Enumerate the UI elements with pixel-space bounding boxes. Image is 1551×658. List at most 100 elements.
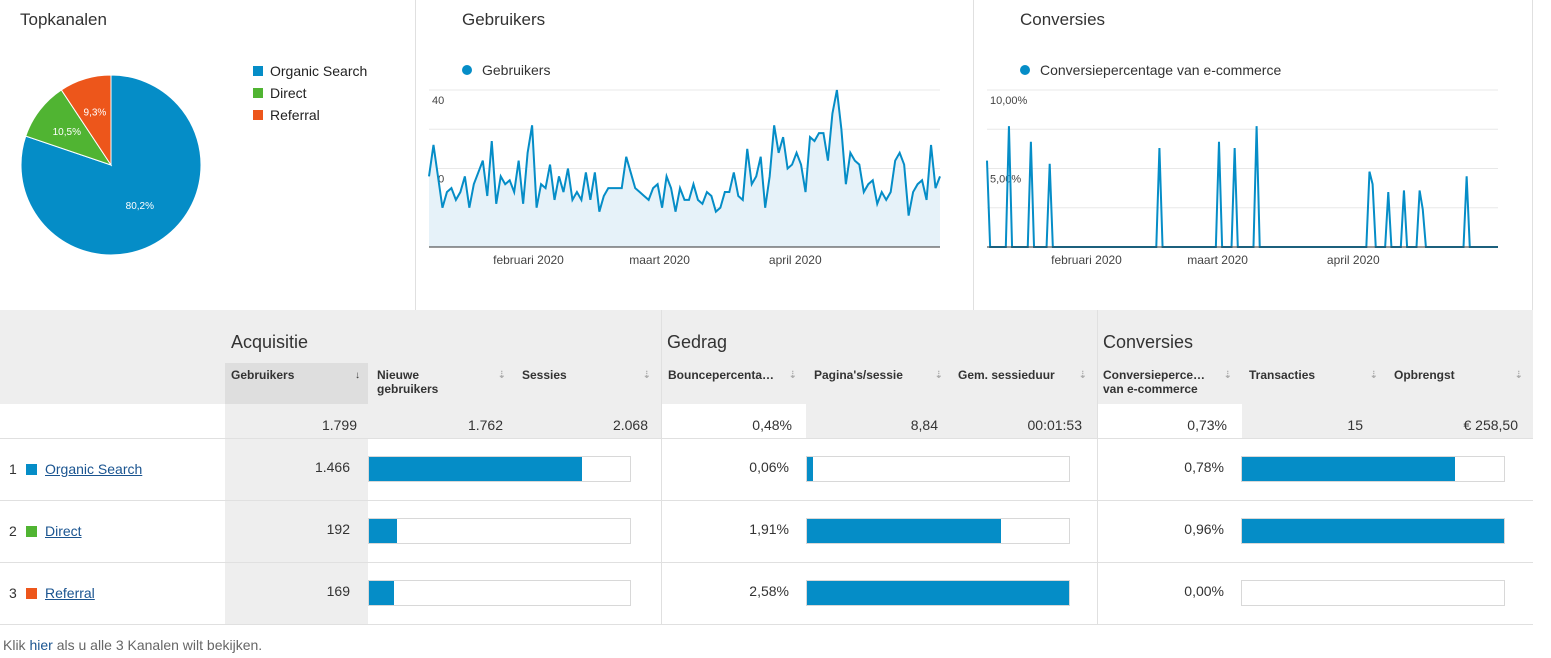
pie-slice-label: 80,2% (126, 201, 154, 212)
total-users: 1.799 (321, 417, 357, 433)
conversions-panel: Conversies Conversiepercentage van e-com… (975, 0, 1533, 310)
bounce-bar (806, 580, 1070, 606)
users-bar-fill (369, 457, 582, 481)
channel-color-icon (26, 588, 37, 599)
row-divider (0, 438, 1533, 439)
legend-label: Referral (270, 107, 320, 123)
total-avg-duration: 00:01:53 (1027, 417, 1083, 433)
series-dot-icon (1020, 65, 1030, 75)
legend-swatch-icon (253, 110, 263, 120)
row-number: 1 (9, 461, 17, 477)
bounce-bar (806, 456, 1070, 482)
row-number: 2 (9, 523, 17, 539)
sort-icon: ⇣ (1223, 370, 1232, 381)
channel-link[interactable]: Direct (45, 523, 82, 539)
legend-label: Organic Search (270, 63, 368, 79)
total-sessions: 2.068 (612, 417, 648, 433)
channel-link[interactable]: Referral (45, 585, 95, 601)
row-divider (0, 500, 1533, 501)
x-tick-label: april 2020 (1327, 253, 1380, 267)
top-channels-panel: Topkanalen 80,2% 10,5% 9,3% Organic Search… (0, 0, 416, 310)
legend-item[interactable]: Organic Search (253, 60, 367, 82)
x-tick-label: maart 2020 (629, 253, 690, 267)
legend-item[interactable]: Direct (253, 82, 367, 104)
top-channels-title: Topkanalen (20, 10, 107, 29)
sort-icon: ⇣ (788, 370, 797, 381)
users-bar (368, 456, 631, 482)
group-conversions: Conversies (1103, 332, 1194, 352)
sort-icon: ⇣ (1078, 370, 1087, 381)
legend-swatch-icon (253, 88, 263, 98)
conv-bar-fill (1242, 457, 1455, 481)
row-bounce: 0,06% (749, 459, 789, 475)
pie-slice-2[interactable] (60, 74, 112, 167)
pie-chart: 80,2% 10,5%9,3% (20, 74, 202, 256)
legend-label: Direct (270, 85, 307, 101)
bounce-bar (806, 518, 1070, 544)
x-tick-label: maart 2020 (1187, 253, 1248, 267)
pie-slice-label: 9,3% (84, 108, 107, 119)
col-users[interactable]: Gebruikers ↓ (225, 363, 368, 404)
conv-bar (1241, 456, 1505, 482)
total-bounce: 0,48% (752, 417, 792, 433)
users-series-legend: Gebruikers (462, 62, 550, 78)
series-line[interactable] (428, 89, 941, 216)
legend-item[interactable]: Referral (253, 104, 367, 126)
channels-table: Acquisitie Gedrag Conversies Gebruikers ↓… (0, 310, 1533, 625)
col-transactions[interactable]: Transacties ⇣ (1249, 368, 1378, 382)
sort-icon: ⇣ (1514, 370, 1523, 381)
totals-bg (368, 404, 661, 439)
sort-icon: ⇣ (1369, 370, 1378, 381)
channel-link[interactable]: Organic Search (45, 461, 143, 477)
users-bar (368, 518, 631, 544)
totals-bg (806, 404, 1097, 439)
users-legend-label: Gebruikers (482, 62, 551, 78)
series-line[interactable] (986, 126, 1498, 248)
conversions-title: Conversies (1020, 10, 1106, 29)
users-bar-fill (369, 519, 397, 543)
sort-icon: ⇣ (497, 370, 506, 381)
users-bar (368, 580, 631, 606)
conv-legend-label: Conversiepercentage van e-commerce (1040, 62, 1282, 78)
users-bar-fill (369, 581, 394, 605)
conv-bar (1241, 580, 1505, 606)
series-dot-icon (462, 65, 472, 75)
row-ecommerce-rate: 0,78% (1184, 459, 1224, 475)
row-divider (0, 624, 1533, 625)
conversions-chart: 10,00% 5,00% februari 2020 maart 2020 april … (986, 89, 1498, 267)
bounce-bar-fill (807, 519, 1001, 543)
bounce-bar-fill (807, 581, 1069, 605)
sort-icon: ⇣ (934, 370, 943, 381)
y-tick-label: 10,00% (990, 95, 1028, 107)
row-ecommerce-rate: 0,00% (1184, 583, 1224, 599)
users-title: Gebruikers (462, 10, 546, 29)
row-bounce: 1,91% (749, 521, 789, 537)
group-divider (1097, 310, 1098, 625)
total-revenue: € 258,50 (1463, 417, 1519, 433)
col-bounce[interactable]: Bouncepercenta… ⇣ (668, 368, 797, 382)
col-sessions[interactable]: Sessies ⇣ (522, 368, 651, 382)
sort-icon: ⇣ (642, 370, 651, 381)
col-avg-duration[interactable]: Gem. sessieduur ⇣ (958, 368, 1087, 382)
group-acquisition: Acquisitie (231, 332, 309, 352)
row-number: 3 (9, 585, 17, 601)
conv-bar (1241, 518, 1505, 544)
users-panel: Gebruikers Gebruikers 4020februari 2020m… (417, 0, 974, 310)
pie-slice-label: 10,5% (53, 127, 81, 138)
col-new-users[interactable]: Nieuwe gebruikers ⇣ (377, 368, 506, 396)
group-behavior: Gedrag (667, 332, 728, 352)
group-divider (661, 310, 662, 625)
channel-color-icon (26, 464, 37, 475)
row-ecommerce-rate: 0,96% (1184, 521, 1224, 537)
col-revenue[interactable]: Opbrengst ⇣ (1394, 368, 1523, 382)
area-fill (429, 90, 940, 247)
row-bounce: 2,58% (749, 583, 789, 599)
col-pages-session[interactable]: Pagina's/sessie ⇣ (814, 368, 943, 382)
totals-bg (1242, 404, 1533, 439)
y-tick-label: 40 (432, 95, 444, 107)
col-ecommerce-rate[interactable]: Conversieperce… van e-commerce ⇣ (1103, 368, 1232, 396)
view-all-link[interactable]: hier (29, 637, 53, 653)
total-new-users: 1.762 (467, 417, 503, 433)
conv-series-legend: Conversiepercentage van e-commerce (1020, 62, 1281, 78)
